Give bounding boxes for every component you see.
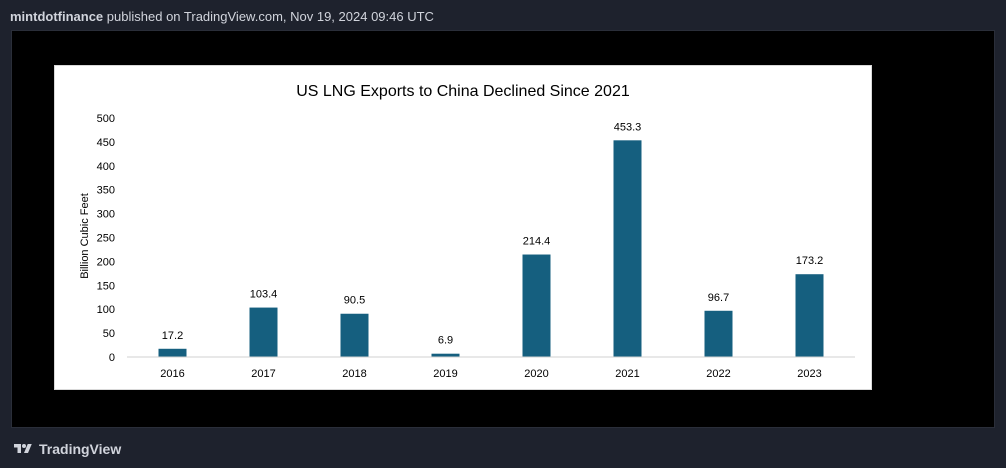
bar-2017 <box>249 307 278 357</box>
y-tick-label: 350 <box>97 185 115 197</box>
bar-data-labels: 17.2 103.4 90.5 6.9 214.4 453.3 96.7 173.2 <box>162 121 823 346</box>
publish-meta: published on TradingView.com, Nov 19, 20… <box>106 9 434 24</box>
publish-info: mintdotfinance published on TradingView.… <box>10 9 434 24</box>
y-tick-label: 250 <box>97 233 115 245</box>
y-tick-label: 100 <box>97 304 115 316</box>
data-label-2021: 453.3 <box>614 121 642 133</box>
bars <box>158 140 824 357</box>
y-tick-label: 400 <box>97 161 115 173</box>
data-label-2018: 90.5 <box>344 295 365 307</box>
chart-title: US LNG Exports to China Declined Since 2… <box>296 83 630 100</box>
brand-name: TradingView <box>39 441 122 457</box>
bar-2020 <box>522 254 551 357</box>
data-label-2019: 6.9 <box>438 335 453 347</box>
author-name[interactable]: mintdotfinance <box>10 9 104 24</box>
x-axis-ticks: 2016 2017 2018 2019 2020 2021 2022 2023 <box>160 368 821 380</box>
x-tick-label-2017: 2017 <box>251 368 275 380</box>
y-tick-label: 200 <box>97 256 115 268</box>
footer-brand[interactable]: TradingView <box>11 440 121 458</box>
y-tick-label: 50 <box>103 328 115 340</box>
x-tick-label-2023: 2023 <box>797 368 821 380</box>
data-label-2023: 173.2 <box>796 255 824 267</box>
y-tick-label: 150 <box>97 280 115 292</box>
x-tick-label-2016: 2016 <box>160 368 184 380</box>
data-label-2017: 103.4 <box>250 289 278 301</box>
x-tick-label-2022: 2022 <box>706 368 730 380</box>
data-label-2020: 214.4 <box>523 236 551 248</box>
bar-2018 <box>340 313 369 357</box>
x-tick-label-2019: 2019 <box>433 368 457 380</box>
bar-2016 <box>158 348 187 357</box>
chart-image: US LNG Exports to China Declined Since 2… <box>54 65 872 390</box>
y-axis-label: Billion Cubic Feet <box>79 193 91 279</box>
bar-2019 <box>431 353 460 357</box>
y-axis-ticks: 0 50 100 150 200 250 300 350 400 450 500 <box>97 113 115 364</box>
tradingview-logo-icon <box>14 444 32 453</box>
y-tick-label: 450 <box>97 137 115 149</box>
data-label-2022: 96.7 <box>708 292 729 304</box>
y-tick-label: 0 <box>109 352 115 364</box>
bar-2021 <box>613 140 642 357</box>
bar-2022 <box>704 310 733 357</box>
y-tick-label: 500 <box>97 113 115 125</box>
y-tick-label: 300 <box>97 209 115 221</box>
x-tick-label-2021: 2021 <box>615 368 639 380</box>
x-tick-label-2020: 2020 <box>524 368 548 380</box>
data-label-2016: 17.2 <box>162 330 183 342</box>
bar-2023 <box>795 274 824 357</box>
x-tick-label-2018: 2018 <box>342 368 366 380</box>
bar-chart: US LNG Exports to China Declined Since 2… <box>79 83 855 380</box>
